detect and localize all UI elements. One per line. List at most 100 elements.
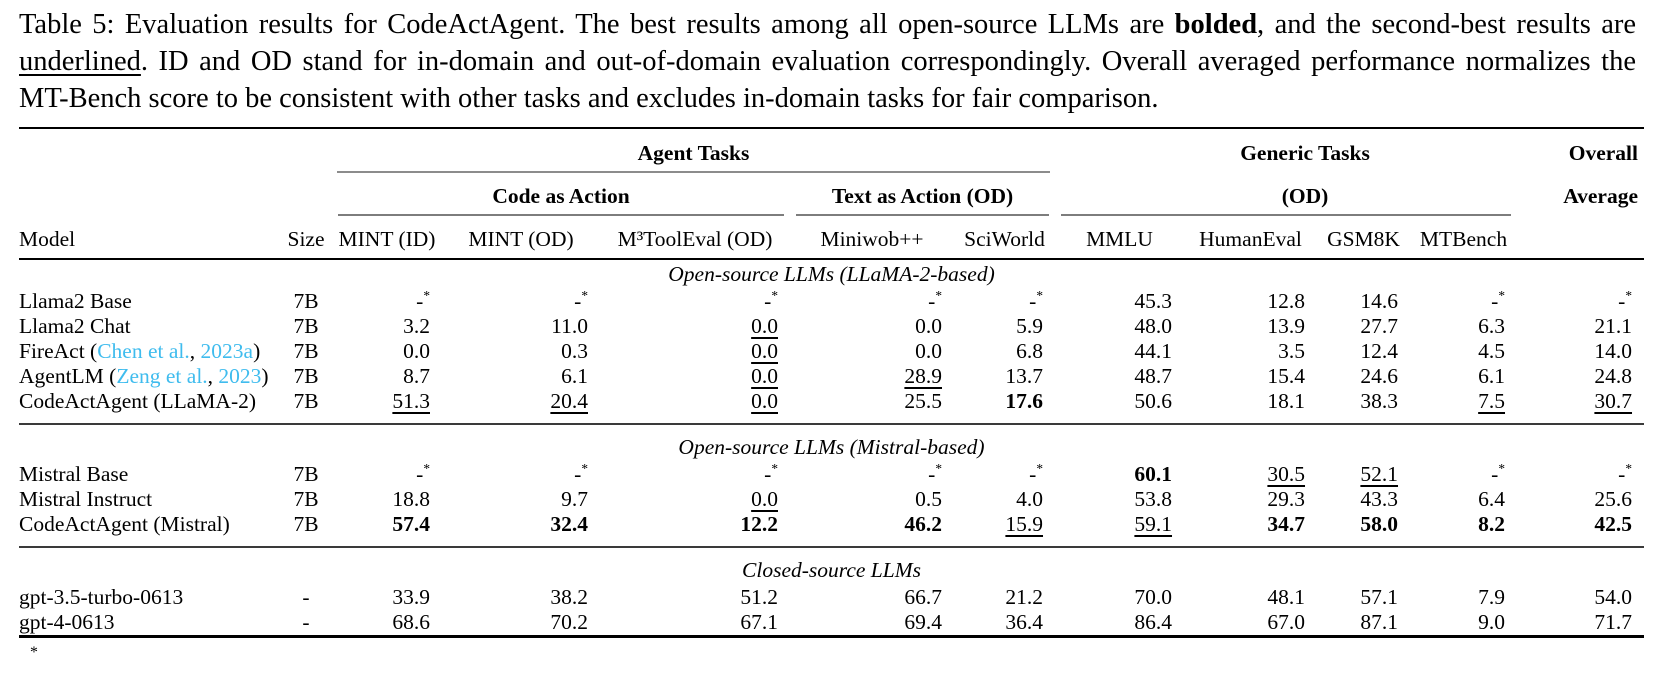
metric-value: 32.4 — [550, 512, 588, 536]
model-name-text: gpt-3.5-turbo-0613 — [19, 585, 184, 609]
citation-link[interactable]: 2023a — [200, 339, 254, 363]
average-header: Average — [1563, 184, 1639, 208]
metric-value: 50.6 — [1134, 389, 1173, 413]
metric-value: 17.6 — [1005, 389, 1044, 413]
metric-value: 0.0 — [751, 339, 778, 363]
mtbench-column-header: MTBench — [1410, 216, 1518, 260]
metric-value: -* — [1491, 287, 1506, 313]
agent-tasks-group-header: Agent Tasks — [332, 128, 1055, 173]
size-column-header: Size — [280, 216, 332, 260]
model-name: gpt-3.5-turbo-0613 — [19, 585, 280, 610]
metric-value: 28.9 — [904, 364, 942, 388]
od-group-header: (OD) — [1055, 173, 1517, 216]
footnote-marker: * — [30, 643, 1655, 669]
metric-value: 18.8 — [392, 487, 430, 511]
metric-value: 14.6 — [1360, 289, 1399, 313]
metric-value: 3.5 — [1278, 339, 1306, 363]
metric-value: 34.7 — [1267, 512, 1306, 536]
metric-value: -* — [1618, 287, 1633, 313]
metric-value: 7.5 — [1478, 389, 1506, 413]
model-size: 7B — [293, 512, 319, 536]
metric-value: 5.9 — [1016, 314, 1044, 338]
model-name: Mistral Instruct — [19, 487, 280, 512]
table-row: Llama2 Base 7B -* -* -* -* -* 45.3 12.8 14.6 -* -* — [19, 289, 1644, 314]
footnote-ref: * — [423, 460, 430, 476]
footnote-ref: * — [935, 287, 942, 303]
evaluation-results-table: Agent Tasks Generic Tasks Overall Code a… — [19, 127, 1645, 638]
table-row: Mistral Base 7B -* -* -* -* -* 60.1 30.5 52.1 -* -* — [19, 462, 1644, 487]
column-header-row: Model Size MINT (ID) MINT (OD) M³ToolEva… — [19, 216, 1645, 260]
metric-value: 67.1 — [740, 610, 778, 634]
metric-value: 6.8 — [1016, 339, 1044, 363]
table-row: CodeActAgent (LLaMA-2) 7B 51.3 20.4 0.0 25.5 1… — [19, 389, 1644, 424]
footnote-ref: * — [581, 287, 588, 303]
model-name-text: Mistral Base — [19, 462, 129, 486]
metric-value: 24.6 — [1360, 364, 1399, 388]
table-row: gpt-4-0613 - 68.6 70.2 67.1 69.4 36.4 86.4 67.0 8… — [19, 610, 1644, 637]
metric-value: 3.2 — [403, 314, 430, 338]
metric-value: 54.0 — [1594, 585, 1633, 609]
section-header-row: Closed-source LLMs — [19, 546, 1645, 585]
metric-value: 6.1 — [1478, 364, 1506, 388]
metric-value: 15.9 — [1005, 512, 1044, 536]
metric-value: 36.4 — [1005, 610, 1044, 634]
metric-value: 86.4 — [1134, 610, 1173, 634]
group-header-row-2: Code as Action Text as Action (OD) (OD) … — [19, 173, 1644, 216]
metric-value: 45.3 — [1134, 289, 1173, 313]
metric-value: -* — [1029, 460, 1044, 486]
citation-link[interactable]: Chen et al. — [97, 339, 190, 363]
metric-value: 70.2 — [550, 610, 588, 634]
blank-cell — [19, 128, 332, 173]
model-name-text: CodeActAgent (Mistral) — [19, 512, 230, 536]
caption-underlined-word: underlined — [19, 46, 141, 77]
model-column-header: Model — [19, 216, 280, 260]
metric-value: 29.3 — [1267, 487, 1306, 511]
model-name: Llama2 Base — [19, 289, 280, 314]
footnote-ref: * — [1036, 460, 1044, 476]
model-name-text: Llama2 Base — [19, 289, 132, 313]
citation-link[interactable]: Zeng et al. — [116, 364, 208, 388]
model-name-text: , — [189, 339, 201, 363]
metric-value: 8.2 — [1478, 512, 1506, 536]
metric-value: 25.6 — [1594, 487, 1633, 511]
table-row: gpt-3.5-turbo-0613 - 33.9 38.2 51.2 66.7 21.2 7… — [19, 585, 1644, 610]
metric-value: -* — [574, 460, 588, 486]
metric-value: 0.0 — [751, 314, 778, 338]
table-row: Mistral Instruct 7B 18.8 9.7 0.0 0.5 4.0 53.8 29… — [19, 487, 1644, 512]
metric-value: 21.1 — [1594, 314, 1633, 338]
metric-value: 71.7 — [1594, 610, 1633, 634]
metric-value: 12.8 — [1267, 289, 1306, 313]
group-header-row-1: Agent Tasks Generic Tasks Overall — [19, 128, 1644, 173]
metric-value: 6.4 — [1478, 487, 1506, 511]
metric-value: -* — [416, 460, 430, 486]
footnote-ref: * — [1625, 460, 1633, 476]
model-size: 7B — [293, 289, 319, 313]
metric-value: 48.0 — [1134, 314, 1173, 338]
model-size: 7B — [293, 462, 319, 486]
overall-header: Overall — [1568, 141, 1639, 165]
model-name-text: gpt-4-0613 — [19, 610, 115, 634]
metric-value: 9.0 — [1478, 610, 1506, 634]
metric-value: -* — [928, 287, 942, 313]
citation-link[interactable]: 2023 — [218, 364, 262, 388]
paper-page: Table 5: Evaluation results for CodeActA… — [0, 6, 1655, 673]
metric-value: 6.3 — [1478, 314, 1506, 338]
metric-value: 44.1 — [1134, 339, 1173, 363]
metric-value: 11.0 — [551, 314, 588, 338]
metric-value: 59.1 — [1134, 512, 1173, 536]
metric-value: 4.5 — [1478, 339, 1506, 363]
metric-value: 27.7 — [1360, 314, 1399, 338]
model-name-text: CodeActAgent (LLaMA-2) — [19, 389, 257, 413]
model-name: CodeActAgent (LLaMA-2) — [19, 389, 280, 424]
table-caption: Table 5: Evaluation results for CodeActA… — [19, 6, 1636, 117]
model-name: CodeActAgent (Mistral) — [19, 512, 280, 547]
metric-value: 20.4 — [550, 389, 588, 413]
metric-value: 48.7 — [1134, 364, 1173, 388]
model-name-text: FireAct ( — [19, 339, 98, 363]
metric-value: 25.5 — [904, 389, 942, 413]
model-name-text: AgentLM ( — [19, 364, 117, 388]
metric-value: 24.8 — [1594, 364, 1633, 388]
model-size: 7B — [293, 314, 319, 338]
metric-value: 46.2 — [904, 512, 942, 536]
metric-value: 30.7 — [1594, 389, 1633, 413]
